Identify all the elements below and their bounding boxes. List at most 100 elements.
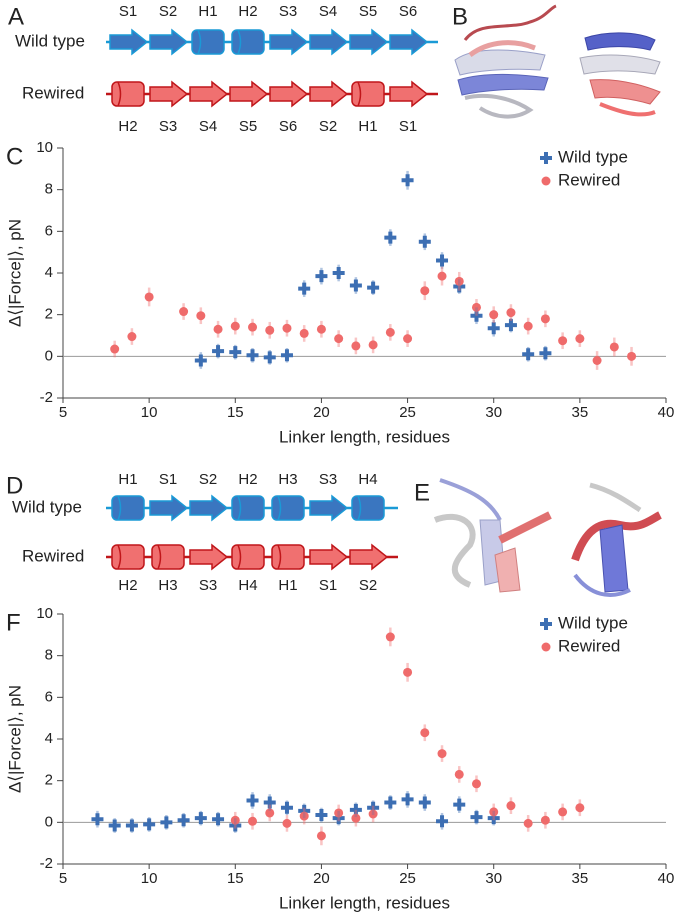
y-tick-label: 10: [36, 139, 53, 156]
circle-marker: [592, 356, 602, 365]
helix-cylinder: [111, 495, 145, 521]
element-label: S4: [199, 118, 217, 135]
circle-marker: [558, 807, 568, 817]
plus-marker: [453, 798, 466, 811]
panel-label: C: [6, 143, 23, 170]
ribbon: [584, 32, 656, 51]
circle-marker: [282, 323, 292, 333]
circle-marker: [213, 324, 223, 334]
plus-marker: [315, 270, 328, 283]
circle-marker: [351, 341, 361, 351]
circle-marker: [506, 308, 516, 318]
strand-arrow: [389, 28, 429, 56]
ribbon: [454, 49, 546, 76]
y-tick-label: 4: [45, 264, 53, 281]
circle-marker: [403, 667, 413, 677]
plus-marker: [367, 801, 380, 814]
element-label: H4: [238, 577, 257, 594]
panel-label: B: [452, 3, 468, 30]
plus-marker: [298, 282, 311, 295]
circle-marker: [299, 328, 309, 338]
circle-marker: [540, 314, 550, 324]
ribbon: [498, 511, 552, 544]
panel-label: E: [414, 479, 430, 506]
element-label: S2: [159, 3, 177, 20]
x-tick-label: 20: [313, 404, 330, 421]
y-axis-title: Δ⟨|Force|⟩, pN: [5, 685, 24, 793]
plus-marker: [177, 814, 190, 827]
plus-marker: [332, 267, 345, 279]
row-label: Rewired: [22, 546, 84, 565]
strand-arrow: [309, 28, 349, 56]
circle-marker: [454, 769, 464, 779]
plus-marker: [418, 796, 431, 809]
plus-marker: [212, 813, 225, 826]
element-label: S3: [279, 3, 297, 20]
strand-arrow: [309, 543, 349, 571]
y-tick-label: 6: [45, 688, 53, 705]
strand-arrow: [149, 80, 189, 108]
x-tick-label: 20: [313, 870, 330, 887]
strand-arrow: [189, 80, 229, 108]
circle-marker: [575, 803, 585, 813]
row-label: Wild type: [12, 497, 82, 516]
y-tick-label: 0: [45, 813, 53, 830]
element-label: H4: [358, 471, 377, 488]
plus-marker: [436, 815, 449, 828]
circle-marker: [420, 286, 430, 296]
helix-edge: [357, 81, 362, 107]
ribbon: [599, 102, 656, 117]
circle-marker: [506, 801, 516, 811]
element-label: H1: [118, 471, 137, 488]
helix-cylinder: [151, 544, 185, 570]
strand-arrow: [149, 28, 189, 56]
element-label: H1: [198, 3, 217, 20]
plus-marker: [298, 804, 311, 817]
plus-marker: [194, 812, 207, 825]
circle-marker: [385, 632, 395, 642]
circle-marker: [248, 816, 258, 826]
ribbon: [573, 573, 631, 597]
plus-marker: [246, 349, 259, 362]
structure-e: [433, 478, 662, 597]
helix-cylinder: [231, 495, 265, 521]
helix-edge: [197, 29, 202, 55]
circle-marker: [609, 342, 619, 352]
plus-marker: [401, 174, 414, 187]
helix-cylinder: [231, 29, 265, 55]
element-label: S3: [319, 471, 337, 488]
circle-marker: [489, 310, 499, 320]
plus-marker: [470, 309, 483, 322]
circle-marker: [110, 344, 120, 354]
circle-marker: [316, 324, 326, 334]
helix-edge: [277, 495, 282, 521]
legend-label: Rewired: [558, 636, 620, 655]
circle-marker: [351, 813, 361, 823]
element-label: S3: [159, 118, 177, 135]
plus-marker: [91, 813, 104, 826]
plus-marker: [504, 319, 517, 332]
element-label: S5: [239, 118, 257, 135]
plus-marker: [280, 801, 293, 814]
panel-label: F: [6, 609, 21, 636]
legend-marker: [541, 642, 551, 652]
strand-arrow: [309, 80, 349, 108]
plus-marker: [349, 279, 362, 292]
legend-label: Wild type: [558, 613, 628, 632]
y-tick-label: 6: [45, 222, 53, 239]
y-tick-label: -2: [40, 855, 53, 872]
y-axis-title: Δ⟨|Force|⟩, pN: [5, 219, 24, 327]
circle-marker: [368, 340, 378, 350]
plus-marker: [212, 345, 225, 358]
y-tick-label: 2: [45, 306, 53, 323]
plus-marker: [401, 793, 414, 806]
x-tick-label: 5: [59, 404, 67, 421]
circle-marker: [282, 818, 292, 828]
ribbon: [463, 4, 557, 41]
plus-marker: [332, 812, 345, 825]
circle-marker: [179, 307, 189, 317]
x-tick-label: 25: [399, 404, 416, 421]
circle-marker: [575, 334, 585, 344]
element-label: H1: [358, 118, 377, 135]
